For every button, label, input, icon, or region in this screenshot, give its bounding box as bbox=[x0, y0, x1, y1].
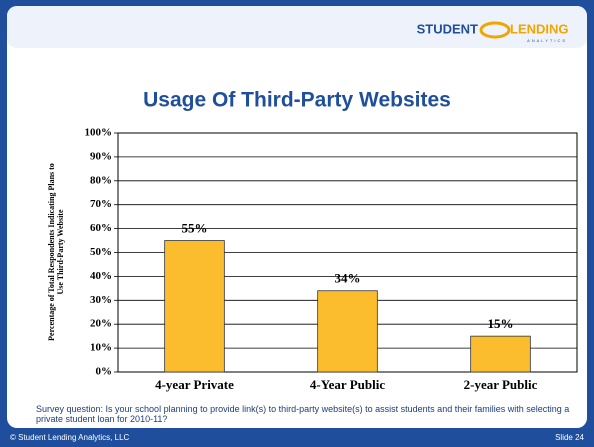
y-axis-label: Percentage of Total Respondents Indicati… bbox=[47, 162, 65, 341]
y-tick-label: 0% bbox=[96, 366, 113, 378]
footer-right: Slide 24 bbox=[555, 433, 584, 442]
y-tick-label: 90% bbox=[90, 150, 112, 162]
logo-sub: ANALYTICS bbox=[527, 38, 567, 43]
footer-left: © Student Lending Analytics, LLC bbox=[10, 433, 130, 442]
y-tick-label: 30% bbox=[90, 294, 112, 306]
header-band bbox=[7, 6, 587, 48]
x-tick-label: 4-year Private bbox=[155, 377, 234, 392]
data-label: 34% bbox=[335, 271, 361, 286]
y-tick-label: 40% bbox=[90, 270, 112, 282]
bar bbox=[317, 290, 378, 373]
data-label: 15% bbox=[488, 316, 514, 331]
x-tick-label: 2-year Public bbox=[464, 377, 538, 392]
survey-note: Survey question: Is your school planning… bbox=[36, 404, 570, 424]
y-tick-label: 60% bbox=[90, 222, 112, 234]
bar bbox=[164, 240, 225, 373]
y-tick-label: 50% bbox=[90, 246, 112, 258]
chart-title: Usage Of Third-Party Websites bbox=[143, 89, 451, 112]
slide-panel bbox=[7, 6, 587, 428]
y-tick-label: 100% bbox=[85, 127, 113, 139]
y-tick-label: 70% bbox=[90, 198, 112, 210]
x-tick-label: 4-Year Public bbox=[310, 377, 385, 392]
data-label: 55% bbox=[182, 221, 208, 236]
y-tick-label: 20% bbox=[90, 318, 112, 330]
y-tick-label: 80% bbox=[90, 174, 112, 186]
logo-swoosh bbox=[479, 21, 511, 39]
logo-word: LENDING bbox=[510, 21, 569, 36]
y-tick-label: 10% bbox=[90, 342, 112, 354]
logo-word: STUDENT bbox=[417, 21, 478, 36]
bar bbox=[470, 335, 531, 373]
